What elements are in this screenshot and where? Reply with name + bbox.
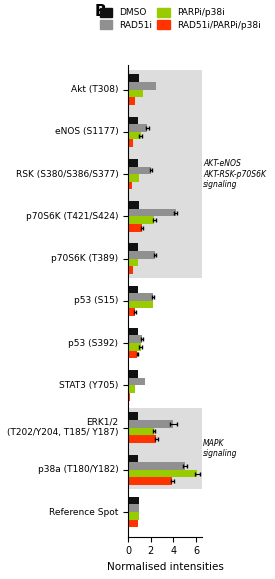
Bar xyxy=(128,435,156,443)
Bar xyxy=(128,328,138,335)
Bar xyxy=(128,182,131,189)
Bar xyxy=(128,174,139,182)
Bar xyxy=(128,140,133,147)
Bar xyxy=(128,201,139,209)
Bar xyxy=(128,251,155,259)
Bar xyxy=(128,478,172,485)
Bar xyxy=(128,455,138,462)
Bar xyxy=(128,335,142,343)
Bar xyxy=(128,124,147,132)
Bar xyxy=(128,427,154,435)
Bar xyxy=(128,370,138,378)
Bar xyxy=(128,285,138,293)
Bar xyxy=(128,116,138,124)
Bar xyxy=(128,512,139,520)
Bar xyxy=(128,497,139,504)
Legend: DMSO, RAD51i, PARPi/p38i, RAD51i/PARPi/p38i: DMSO, RAD51i, PARPi/p38i, RAD51i/PARPi/p… xyxy=(100,8,260,30)
Bar xyxy=(128,470,197,478)
Bar xyxy=(128,393,130,401)
Bar xyxy=(128,159,138,167)
Bar xyxy=(128,462,185,470)
Bar xyxy=(128,224,142,232)
Bar xyxy=(128,378,145,386)
Bar xyxy=(128,82,156,90)
Bar xyxy=(128,75,139,82)
Bar xyxy=(128,412,138,420)
Bar xyxy=(128,520,138,527)
Bar xyxy=(128,97,135,105)
Bar xyxy=(128,70,202,278)
Bar xyxy=(128,243,138,251)
Bar xyxy=(128,167,151,174)
Bar xyxy=(128,132,141,140)
Text: AKT-eNOS
AKT-RSK-p70S6K
signaling: AKT-eNOS AKT-RSK-p70S6K signaling xyxy=(203,159,266,189)
Bar xyxy=(128,266,133,274)
X-axis label: Normalised intensities: Normalised intensities xyxy=(106,562,223,572)
Bar xyxy=(128,386,135,393)
Bar xyxy=(128,293,153,301)
Bar xyxy=(128,343,141,351)
Bar xyxy=(128,408,202,489)
Text: B.: B. xyxy=(95,3,112,19)
Bar xyxy=(128,217,154,224)
Bar xyxy=(128,90,143,97)
Bar xyxy=(128,351,137,358)
Bar xyxy=(128,309,135,316)
Bar xyxy=(128,504,139,512)
Text: MAPK
signaling: MAPK signaling xyxy=(203,439,237,459)
Bar xyxy=(128,301,153,309)
Bar xyxy=(128,209,176,217)
Bar xyxy=(128,259,138,266)
Bar xyxy=(128,420,174,427)
